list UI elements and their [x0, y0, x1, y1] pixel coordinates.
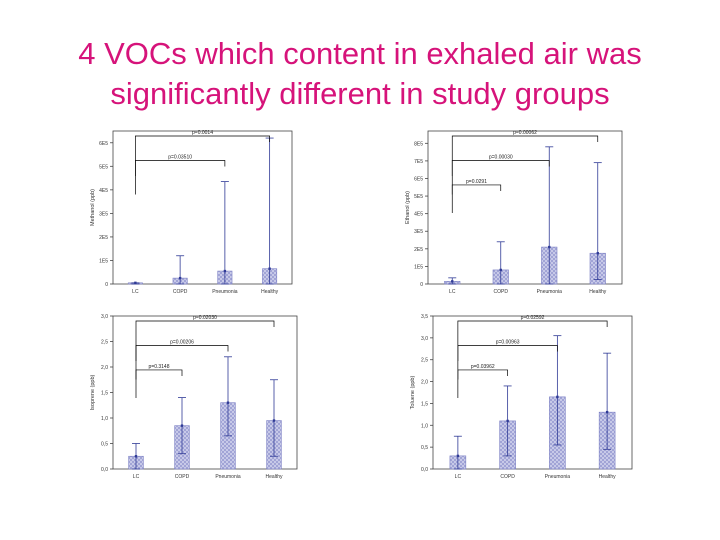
y-tick-label: 1,5 [101, 391, 108, 397]
slide-title: 4 VOCs which content in exhaled air was … [0, 34, 720, 114]
p-value-label: p=0.00030 [489, 154, 513, 160]
category-label: COPD [175, 474, 190, 480]
p-value-label: p=0.03510 [168, 154, 192, 160]
y-tick-label: 4E5 [414, 212, 423, 218]
plot-frame [112, 130, 293, 285]
mean-marker [499, 268, 502, 272]
mean-marker [223, 269, 227, 273]
p-value-label: p=0.00963 [496, 339, 520, 345]
y-tick-label: 1E5 [99, 258, 108, 264]
y-tick-label: 7E5 [414, 159, 423, 165]
y-tick-label: 2E5 [414, 247, 423, 253]
chart-isoprene: 0,0 0,5 1,0 1,5 2,0 2,5 3,0 Isoprene (ppb) LC COP… [90, 314, 298, 480]
p-value-label: p=0.02030 [193, 315, 217, 321]
y-tick-label: 8E5 [414, 141, 423, 147]
y-tick-label: 2E5 [99, 235, 108, 241]
category-label: COPD [494, 289, 509, 295]
category-label: LC [449, 289, 456, 295]
p-value-label: p=0.0291 [466, 179, 487, 185]
mean-marker [506, 419, 509, 423]
y-tick-label: 2,0 [101, 365, 108, 371]
p-value-label: p=0.3148 [149, 364, 170, 370]
chart-toluene: 0,0 0,5 1,0 1,5 2,0 2,5 3,0 3,5 Toluene (ppb) LC C… [410, 314, 633, 480]
y-tick-label: 1,5 [421, 401, 428, 407]
category-label: Healthy [599, 474, 616, 480]
mean-marker [226, 401, 230, 404]
chart-methanol: 0 1E5 2E5 3E5 4E5 5E5 6E5 Methanol (ppb) LC COPD P… [90, 130, 293, 295]
mean-marker [548, 245, 551, 249]
category-label: Healthy [266, 474, 283, 480]
significance-bracket [135, 160, 226, 195]
y-tick-label: 3,0 [101, 314, 108, 320]
y-tick-label: 0,0 [421, 467, 428, 473]
y-tick-label: 6E5 [414, 176, 423, 182]
significance-bracket [457, 345, 558, 380]
y-axis-label: Toluene (ppb) [410, 376, 416, 410]
y-tick-label: 4E5 [99, 188, 108, 194]
y-tick-label: 2,5 [421, 358, 428, 364]
plot-frame [432, 315, 633, 470]
mean-marker [456, 454, 460, 458]
chart-ethanol: 0 1E5 2E5 3E5 4E5 5E5 6E5 7E5 8E5 Ethanol (ppb) LC… [405, 130, 623, 295]
significance-bracket [135, 369, 183, 398]
category-label: LC [132, 289, 139, 295]
p-value-label: p=0.03962 [471, 364, 495, 370]
significance-bracket [451, 135, 599, 176]
category-label: LC [133, 474, 140, 480]
significance-bracket [457, 320, 608, 361]
y-tick-label: 0,5 [421, 445, 428, 451]
mean-marker [556, 395, 559, 399]
significance-bracket [451, 184, 502, 213]
y-tick-label: 3E5 [99, 211, 108, 217]
y-tick-label: 0 [105, 282, 108, 288]
y-tick-label: 5E5 [99, 164, 108, 170]
plot-frame [427, 130, 623, 285]
significance-bracket [135, 345, 229, 380]
y-tick-label: 2,5 [101, 340, 108, 346]
p-value-label: p=0.0014 [192, 130, 213, 136]
y-axis-label: Methanol (ppb) [90, 189, 96, 226]
significance-bracket [451, 160, 550, 195]
category-label: Healthy [261, 289, 278, 295]
slide-title-line-2: significantly different in study groups [110, 76, 610, 111]
y-axis-label: Ethanol (ppb) [405, 191, 411, 224]
mean-marker [605, 410, 609, 414]
significance-bracket [135, 135, 270, 176]
category-label: Pneumonia [537, 289, 563, 295]
significance-bracket [457, 369, 508, 398]
mean-marker [272, 419, 276, 422]
y-tick-label: 3E5 [414, 229, 423, 235]
significance-bracket [135, 320, 275, 361]
y-tick-label: 6E5 [99, 141, 108, 147]
mean-marker [451, 280, 454, 283]
category-label: Healthy [589, 289, 606, 295]
category-label: Pneumonia [215, 474, 241, 480]
y-tick-label: 1,0 [421, 423, 428, 429]
y-tick-label: 0 [420, 282, 423, 288]
p-value-label: p=0.00062 [513, 130, 537, 136]
y-tick-label: 5E5 [414, 194, 423, 200]
p-value-label: p=0.02592 [521, 315, 545, 321]
y-tick-label: 0,0 [101, 467, 108, 473]
mean-marker [268, 267, 271, 270]
y-tick-label: 3,5 [421, 314, 428, 320]
y-tick-label: 3,0 [421, 336, 428, 342]
slide-title-line-1: 4 VOCs which content in exhaled air was [78, 36, 642, 71]
mean-marker [596, 252, 599, 255]
mean-marker [180, 424, 184, 427]
y-tick-label: 2,0 [421, 380, 428, 386]
p-value-label: p=0.00206 [170, 339, 194, 345]
y-tick-label: 1,0 [101, 416, 108, 422]
category-label: Pneumonia [212, 289, 238, 295]
y-tick-label: 0,5 [101, 442, 108, 448]
category-label: COPD [500, 474, 515, 480]
y-tick-label: 1E5 [414, 264, 423, 270]
category-label: COPD [173, 289, 188, 295]
category-label: LC [455, 474, 462, 480]
mean-marker [134, 455, 138, 458]
mean-marker [134, 281, 137, 285]
category-label: Pneumonia [545, 474, 571, 480]
mean-marker [178, 276, 182, 280]
y-axis-label: Isoprene (ppb) [90, 374, 96, 410]
